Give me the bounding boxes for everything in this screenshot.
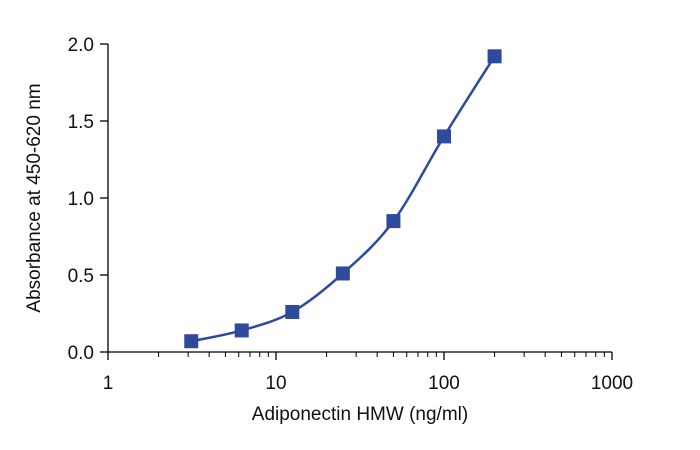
- x-tick-label: 1000: [591, 373, 633, 394]
- y-tick-label: 0.0: [68, 343, 94, 364]
- x-axis-title: Adiponectin HMW (ng/ml): [252, 404, 468, 425]
- data-point: [487, 49, 502, 64]
- y-ticks: 0.0 0.5 1.0 1.5 2.0: [68, 35, 108, 364]
- data-point: [335, 266, 350, 281]
- y-tick-label: 2.0: [68, 35, 94, 56]
- x-tick-label: 10: [265, 373, 286, 394]
- y-axis-title: Absorbance at 450-620 nm: [24, 83, 45, 312]
- y-tick-label: 1.0: [68, 189, 94, 210]
- fit-curve: [190, 55, 496, 343]
- x-tick-label: 100: [428, 373, 460, 394]
- y-tick-label: 0.5: [68, 266, 94, 287]
- data-point: [234, 323, 249, 338]
- x-tick-label: 1: [103, 373, 114, 394]
- x-ticks: 1 10 100 1000: [103, 352, 633, 394]
- data-point: [184, 334, 199, 349]
- axes: [107, 44, 612, 353]
- data-point: [437, 129, 451, 144]
- data-point: [285, 304, 300, 319]
- y-tick-label: 1.5: [68, 112, 94, 133]
- data-point: [386, 214, 401, 229]
- data-points: [184, 49, 502, 349]
